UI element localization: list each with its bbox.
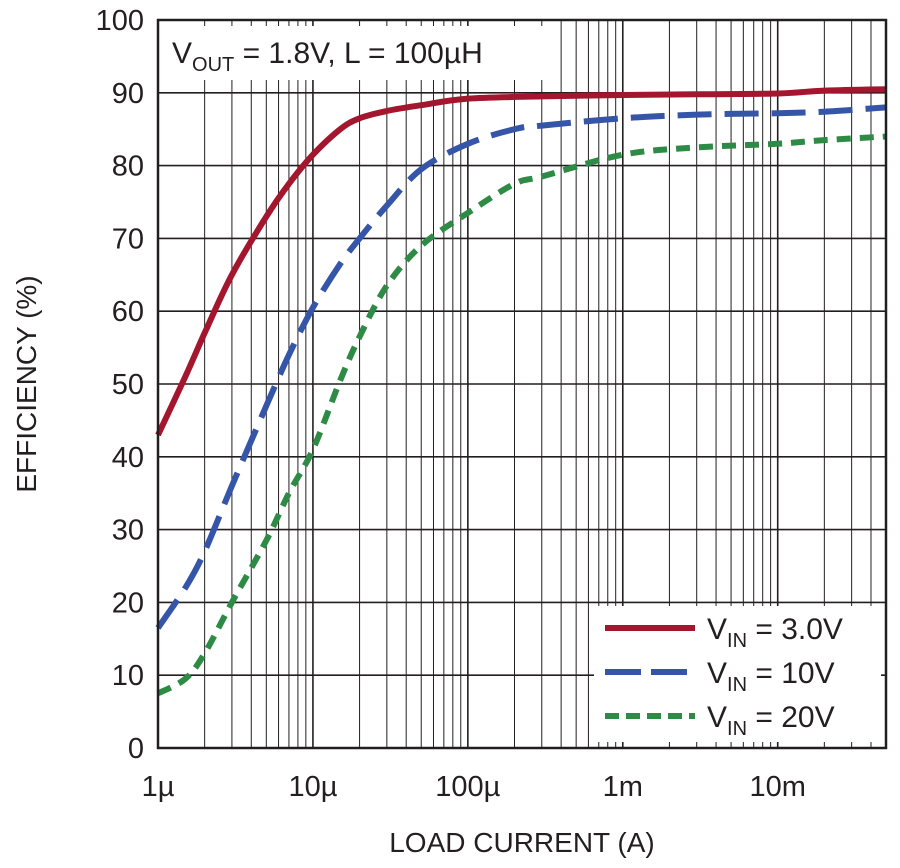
y-tick-label: 0 <box>128 733 144 765</box>
legend-label-1: VIN = 3.0V <box>707 613 843 652</box>
x-tick-label: 10µ <box>288 771 337 803</box>
series-layer <box>155 86 887 697</box>
y-tick-label: 10 <box>112 660 144 692</box>
y-tick-label: 50 <box>112 369 144 401</box>
y-tick-labels: 0 10 20 30 40 50 60 70 80 90 100 <box>96 5 144 765</box>
y-tick-label: 30 <box>112 515 144 547</box>
series-line-2 <box>155 104 887 630</box>
plot-frame <box>156 18 888 750</box>
x-tick-label: 10m <box>749 771 805 803</box>
series-line-1 <box>155 86 887 437</box>
y-tick-label: 60 <box>112 296 144 328</box>
y-tick-label: 20 <box>112 587 144 619</box>
annotation-box: VOUT = 1.8V, L = 100µH <box>164 26 544 80</box>
series-line-3 <box>156 133 887 697</box>
annotation-subscript: OUT <box>192 54 234 76</box>
y-tick-label: 80 <box>112 151 144 183</box>
annotation-text: VOUT = 1.8V, L = 100µH <box>172 37 483 76</box>
y-tick-label: 90 <box>112 78 144 110</box>
y-tick-label: 70 <box>112 223 144 255</box>
x-tick-label: 1m <box>603 771 643 803</box>
x-tick-labels: 1µ 10µ 100µ 1m 10m <box>142 771 806 803</box>
annotation-background <box>164 26 544 80</box>
annotation-v: V <box>172 37 192 70</box>
y-tick-label: 100 <box>96 5 144 37</box>
x-tick-label: 100µ <box>435 771 500 803</box>
x-tick-label: 1µ <box>142 771 175 803</box>
annotation-rest: = 1.8V, L = 100µH <box>234 37 483 70</box>
y-axis-title: EFFICIENCY (%) <box>11 275 42 492</box>
legend-label-3: VIN = 20V <box>707 701 835 740</box>
y-tick-label: 40 <box>112 442 144 474</box>
legend-label-2: VIN = 10V <box>707 657 835 696</box>
legend: VIN = 3.0V VIN = 10V VIN = 20V <box>594 606 881 742</box>
x-axis-title: LOAD CURRENT (A) <box>389 827 655 858</box>
